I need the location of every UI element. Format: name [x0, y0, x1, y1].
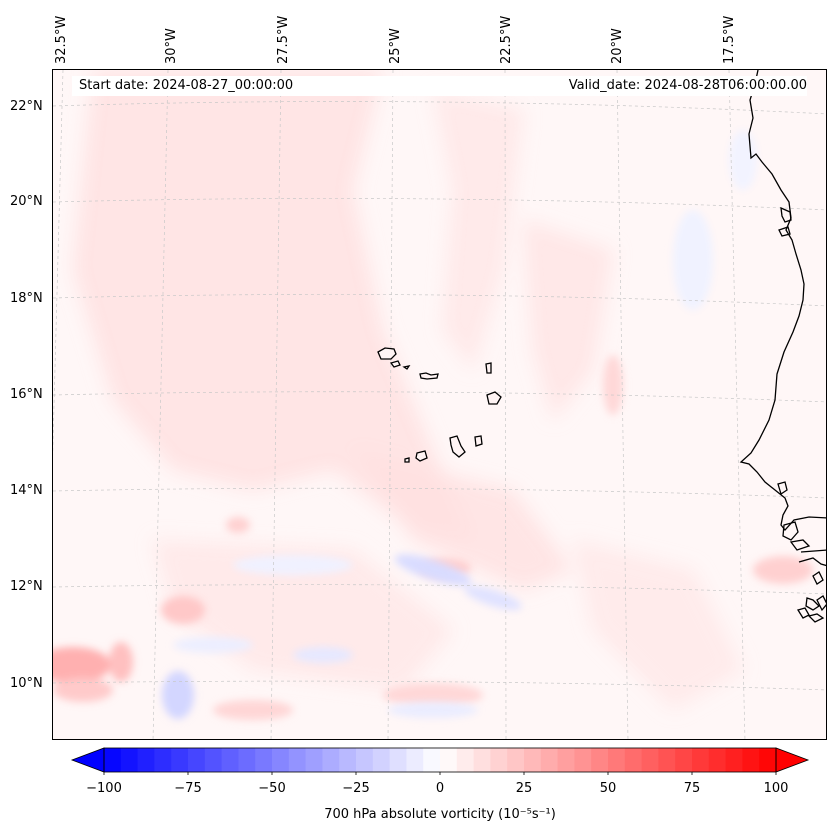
- colorbar-segment: [490, 748, 508, 772]
- colorbar-segment: [473, 748, 491, 772]
- colorbar-segment: [137, 748, 155, 772]
- vorticity-map: [52, 69, 827, 740]
- island-santiago: [449, 435, 466, 458]
- colorbar-segment: [675, 748, 693, 772]
- colorbar-segments: [70, 747, 810, 773]
- colorbar-segment: [591, 748, 609, 772]
- colorbar-tick-label: −50: [258, 781, 286, 796]
- island-santa-luzia: [402, 365, 411, 370]
- colorbar: [70, 747, 810, 775]
- colorbar-segment: [322, 748, 340, 772]
- map-canvas: [53, 70, 826, 739]
- colorbar-tick-label: −25: [342, 781, 370, 796]
- colorbar-tick-label: 100: [763, 781, 789, 796]
- colorbar-segment: [238, 748, 256, 772]
- colorbar-tick-label: 50: [599, 781, 617, 796]
- colorbar-segment: [423, 748, 441, 772]
- lon-label: 30°W: [164, 28, 179, 64]
- cape-verde-islands: [377, 347, 502, 463]
- lon-label: 27.5°W: [276, 15, 291, 64]
- colorbar-tick-label: −75: [174, 781, 202, 796]
- colorbar-segment: [540, 748, 559, 772]
- colorbar-segment: [372, 748, 391, 772]
- colorbar-segment: [221, 748, 239, 772]
- colorbar-tick-label: 0: [435, 781, 445, 796]
- gridlines: [53, 70, 826, 739]
- colorbar-segment: [356, 748, 374, 772]
- island-brava: [404, 457, 410, 463]
- colorbar-tick-label: 75: [683, 781, 701, 796]
- lat-label: 10°N: [10, 676, 43, 691]
- lat-label: 16°N: [10, 387, 43, 402]
- island-sao-vicente: [389, 360, 401, 368]
- colorbar-segment: [507, 748, 525, 772]
- colorbar-segment: [188, 748, 206, 772]
- colorbar-segment: [692, 748, 710, 772]
- colorbar-tick-marks: [103, 772, 777, 775]
- colorbar-segment: [641, 748, 659, 772]
- colorbar-segment: [204, 748, 223, 772]
- colorbar-segment: [557, 748, 575, 772]
- colorbar-segment: [305, 748, 323, 772]
- island-boa-vista: [486, 391, 502, 405]
- lat-label: 14°N: [10, 483, 43, 498]
- colorbar-segment: [608, 748, 626, 772]
- colorbar-extend-min: [70, 747, 105, 773]
- lon-label: 25°W: [388, 28, 403, 64]
- colorbar-segment: [389, 748, 407, 772]
- colorbar-segment: [708, 748, 727, 772]
- colorbar-segment: [759, 748, 777, 772]
- island-fogo: [415, 450, 428, 462]
- lon-label: 32.5°W: [54, 15, 69, 64]
- colorbar-segment: [742, 748, 760, 772]
- colorbar-segment: [120, 748, 139, 772]
- colorbar-segment: [524, 748, 542, 772]
- vorticity-field-positive-band: [73, 70, 743, 710]
- lat-label: 20°N: [10, 194, 43, 209]
- colorbar-extend-max: [775, 747, 810, 773]
- lat-label: 18°N: [10, 291, 43, 306]
- colorbar-segment: [171, 748, 189, 772]
- lon-label: 20°W: [610, 28, 625, 64]
- colorbar-segment: [154, 748, 172, 772]
- colorbar-segment: [272, 748, 290, 772]
- lon-label: 22.5°W: [499, 15, 514, 64]
- africa-coastline: [739, 70, 826, 623]
- island-maio: [474, 435, 483, 447]
- colorbar-segment: [288, 748, 307, 772]
- colorbar-segment: [456, 748, 475, 772]
- island-sal: [485, 362, 492, 374]
- colorbar-segment: [658, 748, 676, 772]
- colorbar-segment: [339, 748, 357, 772]
- colorbar-segment: [624, 748, 643, 772]
- colorbar-segment: [104, 748, 122, 772]
- colorbar-label: 700 hPa absolute vorticity (10⁻⁵s⁻¹): [324, 807, 556, 822]
- colorbar-segment: [574, 748, 592, 772]
- island-sao-nicolau: [419, 372, 439, 380]
- lat-label: 22°N: [10, 99, 43, 114]
- lat-label: 12°N: [10, 579, 43, 594]
- colorbar-segment: [440, 748, 458, 772]
- colorbar-tick-label: 25: [515, 781, 533, 796]
- colorbar-segment: [725, 748, 743, 772]
- lon-label: 17.5°W: [722, 15, 737, 64]
- colorbar-segment: [406, 748, 424, 772]
- info-bar: [72, 76, 807, 96]
- island-santo-antao: [377, 347, 397, 360]
- colorbar-segment: [255, 748, 273, 772]
- valid-date-label: Valid_date: 2024-08-28T06:00:00.00: [568, 78, 807, 93]
- start-date-label: Start date: 2024-08-27_00:00:00: [79, 78, 294, 93]
- vorticity-field-negative: [162, 130, 757, 719]
- vorticity-field-strong-positive: [53, 355, 813, 720]
- colorbar-tick-label: −100: [86, 781, 122, 796]
